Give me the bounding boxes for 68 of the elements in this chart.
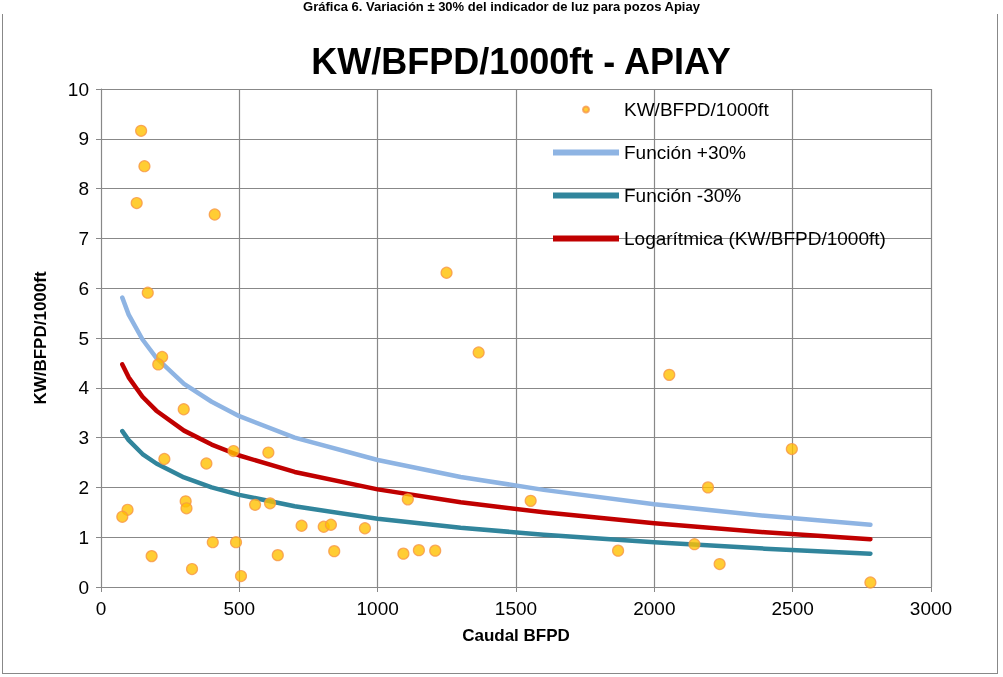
x-tick-label: 1500 bbox=[494, 598, 538, 619]
x-tick-label: 1000 bbox=[356, 598, 399, 619]
point bbox=[612, 544, 625, 557]
line-series bbox=[120, 428, 873, 556]
chart-title: KW/BFPD/1000ft - APIAY bbox=[311, 40, 731, 82]
point bbox=[358, 522, 372, 535]
point bbox=[328, 545, 341, 558]
point bbox=[295, 519, 308, 532]
line-series bbox=[120, 362, 873, 542]
point bbox=[412, 544, 425, 557]
point bbox=[524, 494, 537, 507]
y-tick-label: 1 bbox=[78, 526, 89, 548]
x-tick-label: 2500 bbox=[771, 598, 814, 619]
point bbox=[116, 510, 129, 523]
x-tick-label: 2000 bbox=[633, 598, 676, 619]
point bbox=[324, 518, 338, 531]
point bbox=[397, 547, 410, 560]
legend-label: KW/BFPD/1000ft bbox=[624, 99, 770, 120]
y-tick-label: 8 bbox=[78, 178, 89, 200]
point bbox=[785, 442, 798, 456]
x-tick-label: 500 bbox=[223, 598, 256, 619]
y-tick-label: 6 bbox=[78, 277, 89, 299]
text: Gráfica 6. Variación ± 30% del indicador de luz para pozos Apiay bbox=[0, 0, 1003, 14]
point bbox=[713, 557, 726, 571]
point bbox=[263, 497, 277, 510]
point bbox=[206, 536, 219, 549]
point bbox=[229, 536, 243, 549]
point bbox=[138, 160, 151, 173]
point bbox=[663, 368, 676, 381]
point bbox=[208, 208, 221, 221]
x-tick-label: 0 bbox=[95, 598, 107, 619]
point bbox=[141, 286, 154, 299]
y-tick-label: 2 bbox=[78, 476, 89, 498]
point bbox=[262, 446, 275, 459]
point bbox=[135, 124, 148, 137]
point bbox=[271, 549, 284, 562]
legend-label: Función -30% bbox=[624, 185, 742, 206]
y-tick-label: 7 bbox=[78, 227, 89, 249]
point bbox=[401, 493, 414, 506]
point bbox=[130, 196, 143, 210]
y-tick-label: 9 bbox=[78, 128, 89, 150]
point bbox=[429, 544, 442, 557]
point bbox=[145, 550, 158, 563]
point bbox=[472, 346, 485, 359]
point bbox=[177, 403, 190, 416]
legend-label: Logarítmica (KW/BFPD/1000ft) bbox=[624, 228, 886, 249]
point bbox=[440, 266, 453, 279]
y-tick-label: 10 bbox=[67, 78, 89, 100]
point bbox=[864, 576, 877, 589]
point bbox=[158, 452, 171, 466]
line-series bbox=[120, 295, 873, 527]
y-tick-label: 0 bbox=[78, 576, 89, 598]
y-tick-label: 4 bbox=[78, 377, 90, 399]
x-tick-label: 3000 bbox=[909, 598, 953, 619]
x-axis-title: Caudal BFPD bbox=[462, 626, 570, 645]
point bbox=[701, 481, 715, 494]
point bbox=[200, 457, 213, 470]
y-tick-label: 3 bbox=[78, 427, 89, 449]
legend-label: Función +30% bbox=[624, 142, 747, 163]
point bbox=[234, 569, 248, 583]
y-axis-title: KW/BFPD/1000ft bbox=[31, 271, 50, 405]
point bbox=[180, 502, 193, 515]
point bbox=[227, 444, 240, 458]
y-tick-label: 5 bbox=[78, 327, 89, 349]
point bbox=[152, 358, 165, 371]
point bbox=[688, 538, 701, 551]
point bbox=[249, 498, 262, 511]
point bbox=[185, 562, 199, 576]
